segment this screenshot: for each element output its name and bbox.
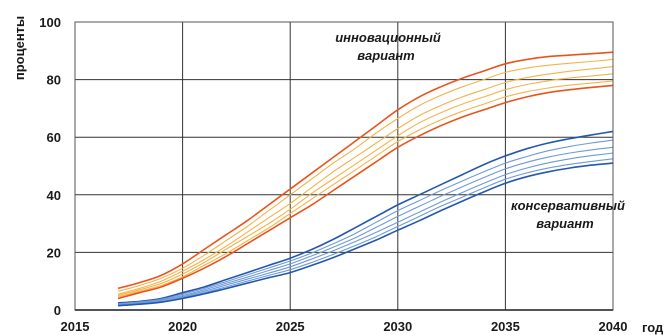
series-line — [117, 158, 614, 306]
x-tick-label: 2030 — [383, 319, 412, 334]
series-line — [117, 66, 614, 295]
annotation-innovation-line-2: вариант — [357, 48, 415, 63]
series-line — [117, 73, 614, 297]
series-line — [117, 58, 614, 292]
y-tick-label: 60 — [47, 130, 61, 145]
series-group-0 — [117, 51, 614, 300]
y-tick-label: 100 — [39, 15, 61, 30]
x-tick-label: 2020 — [168, 319, 197, 334]
series-line — [117, 84, 614, 300]
y-tick-label: 20 — [47, 245, 61, 260]
series-line — [117, 152, 614, 306]
plot-area — [75, 22, 613, 310]
series-line — [117, 51, 614, 290]
x-tick-label: 2025 — [276, 319, 305, 334]
y-tick-label: 80 — [47, 73, 61, 88]
series-group-1 — [117, 130, 614, 307]
series-line — [117, 80, 614, 298]
y-axis-label: проценты — [12, 16, 27, 80]
annotation-innovation-line-1: инновационный — [335, 30, 441, 45]
x-tick-label: 2040 — [599, 319, 628, 334]
annotation-conservative: консервативный вариант — [511, 198, 625, 231]
series-line — [117, 162, 614, 307]
x-axis-label: год — [642, 320, 664, 335]
series-layer — [117, 51, 614, 307]
y-tick-label: 40 — [47, 188, 61, 203]
x-tick-label: 2035 — [491, 319, 520, 334]
series-line — [117, 139, 614, 305]
annotation-innovation: инновационный вариант — [335, 30, 441, 63]
series-line — [117, 130, 614, 304]
annotation-conservative-line-1: консервативный — [511, 198, 625, 213]
annotation-conservative-line-2: вариант — [536, 216, 594, 231]
x-tick-label: 2015 — [61, 319, 90, 334]
y-tick-label: 0 — [54, 303, 61, 318]
series-line — [117, 146, 614, 305]
